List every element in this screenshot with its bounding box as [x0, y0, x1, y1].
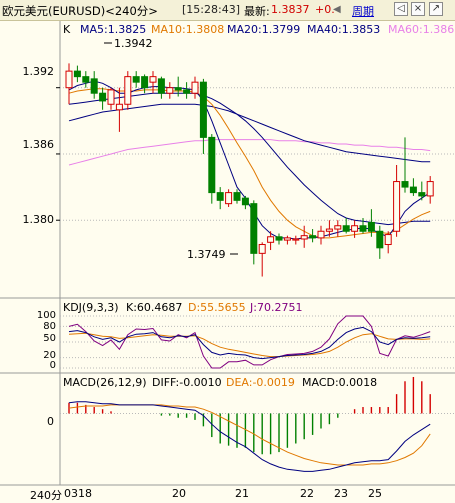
candle-body [325, 228, 333, 232]
close-button[interactable]: × [411, 2, 425, 16]
kdj-tick: 20 [43, 350, 56, 361]
price-tick: 1.380 [23, 213, 55, 226]
change-value: +0. [315, 3, 335, 16]
candle-body [99, 92, 107, 102]
candle-body [351, 225, 359, 232]
x-axis-label: 0318 [64, 487, 92, 500]
candle-body [267, 236, 275, 243]
candle-body [309, 235, 317, 239]
candle-body [199, 81, 207, 138]
ma20-legend: MA20:1.3799 [227, 23, 300, 36]
candle-body [241, 197, 249, 206]
candle-body [376, 230, 384, 249]
candle-body [115, 103, 123, 111]
ma5-legend: MA5:1.3825 [80, 23, 146, 36]
candle-body [183, 89, 191, 94]
x-axis-label: 22 [300, 487, 314, 500]
candle-body [317, 230, 325, 239]
macd-label: MACD(26,12,9) [63, 376, 147, 389]
macd-diff-line [68, 401, 431, 472]
x-axis-label: 25 [368, 487, 382, 500]
kdj-d-line [68, 332, 431, 358]
candle-body [157, 78, 165, 94]
candle-body [141, 76, 149, 89]
scroll-left-icon[interactable]: ◀ [333, 4, 341, 15]
time-label: [15:28:43] [182, 3, 240, 16]
price-tick: 1.386 [23, 138, 55, 151]
candle-body [418, 192, 426, 197]
kdj-tick: 80 [43, 321, 56, 332]
candle-body [426, 181, 434, 197]
candle-body [82, 76, 90, 83]
kdj-label: KDJ(9,3,3) [63, 301, 119, 314]
candle-body [401, 181, 409, 188]
ma10-legend: MA10:1.3808 [151, 23, 224, 36]
candle-body [300, 235, 308, 240]
candle-body [208, 136, 216, 194]
candle-body [233, 192, 241, 201]
low-annotation: 1.3749 [187, 248, 226, 261]
candle-body [384, 234, 392, 246]
candle-body [342, 225, 350, 232]
kdj-tick: 50 [43, 333, 56, 344]
macd-dea-value: DEA:-0.0019 [226, 376, 295, 389]
macd-tick: 0 [47, 415, 54, 428]
candle-body [334, 225, 342, 230]
macd-hist-value: MACD:0.0018 [302, 376, 377, 389]
kdj-k-line [68, 326, 431, 360]
k-label: K [63, 23, 71, 36]
expand-button[interactable]: ↗ [429, 2, 443, 16]
latest-label: 最新: [244, 5, 270, 18]
candle-body [292, 238, 300, 241]
x-axis-label: 23 [334, 487, 348, 500]
symbol-label: 欧元美元(EURUSD)<240分> [2, 4, 158, 18]
candle-body [359, 225, 367, 232]
back-button[interactable]: ◁ [394, 2, 408, 16]
candle-body [65, 70, 73, 89]
kdj-k-value: K:60.4687 [126, 301, 182, 314]
kdj-j-value: J:70.2751 [249, 301, 302, 314]
candle-body [275, 236, 283, 241]
candle-body [132, 76, 140, 83]
latest-value: 1.3837 [271, 3, 310, 16]
ma60-legend: MA60:1.3863 [388, 23, 455, 36]
x-axis-label: 20 [172, 487, 186, 500]
macd-diff-value: DIFF:-0.0010 [152, 376, 222, 389]
candle-body [166, 87, 174, 94]
candle-body [393, 181, 401, 232]
candle-body [283, 237, 291, 241]
candle-body [174, 87, 182, 91]
candle-body [90, 78, 98, 94]
candle-body [225, 192, 233, 205]
candle-body [73, 70, 81, 78]
kdj-d-value: D:55.5655 [188, 301, 246, 314]
high-annotation: 1.3942 [114, 37, 153, 50]
kdj-tick: 100 [37, 310, 56, 321]
candle-body [191, 81, 199, 94]
ma60-line [68, 139, 431, 166]
price-tick: 1.392 [23, 65, 55, 78]
kdj-j-line [68, 315, 431, 369]
x-unit-label: 240分 [30, 489, 62, 502]
candle-body [250, 203, 258, 254]
x-axis-label: 21 [235, 487, 249, 500]
candle-body [258, 244, 266, 254]
candle-body [124, 76, 132, 105]
kdj-tick: 0 [50, 360, 56, 371]
candle-body [149, 76, 157, 83]
title-bar: 欧元美元(EURUSD)<240分> [15:28:43] 最新: 1.3837… [0, 0, 455, 21]
candle-body [367, 221, 375, 232]
period-link[interactable]: 周期 [352, 5, 374, 18]
ma40-legend: MA40:1.3853 [307, 23, 380, 36]
candle-body [409, 186, 417, 194]
candle-body [107, 89, 115, 105]
chart-area: K MA5:1.3825 MA10:1.3808 MA20:1.3799 MA4… [0, 21, 455, 502]
ma40-line [68, 103, 431, 163]
candle-body [216, 192, 224, 201]
